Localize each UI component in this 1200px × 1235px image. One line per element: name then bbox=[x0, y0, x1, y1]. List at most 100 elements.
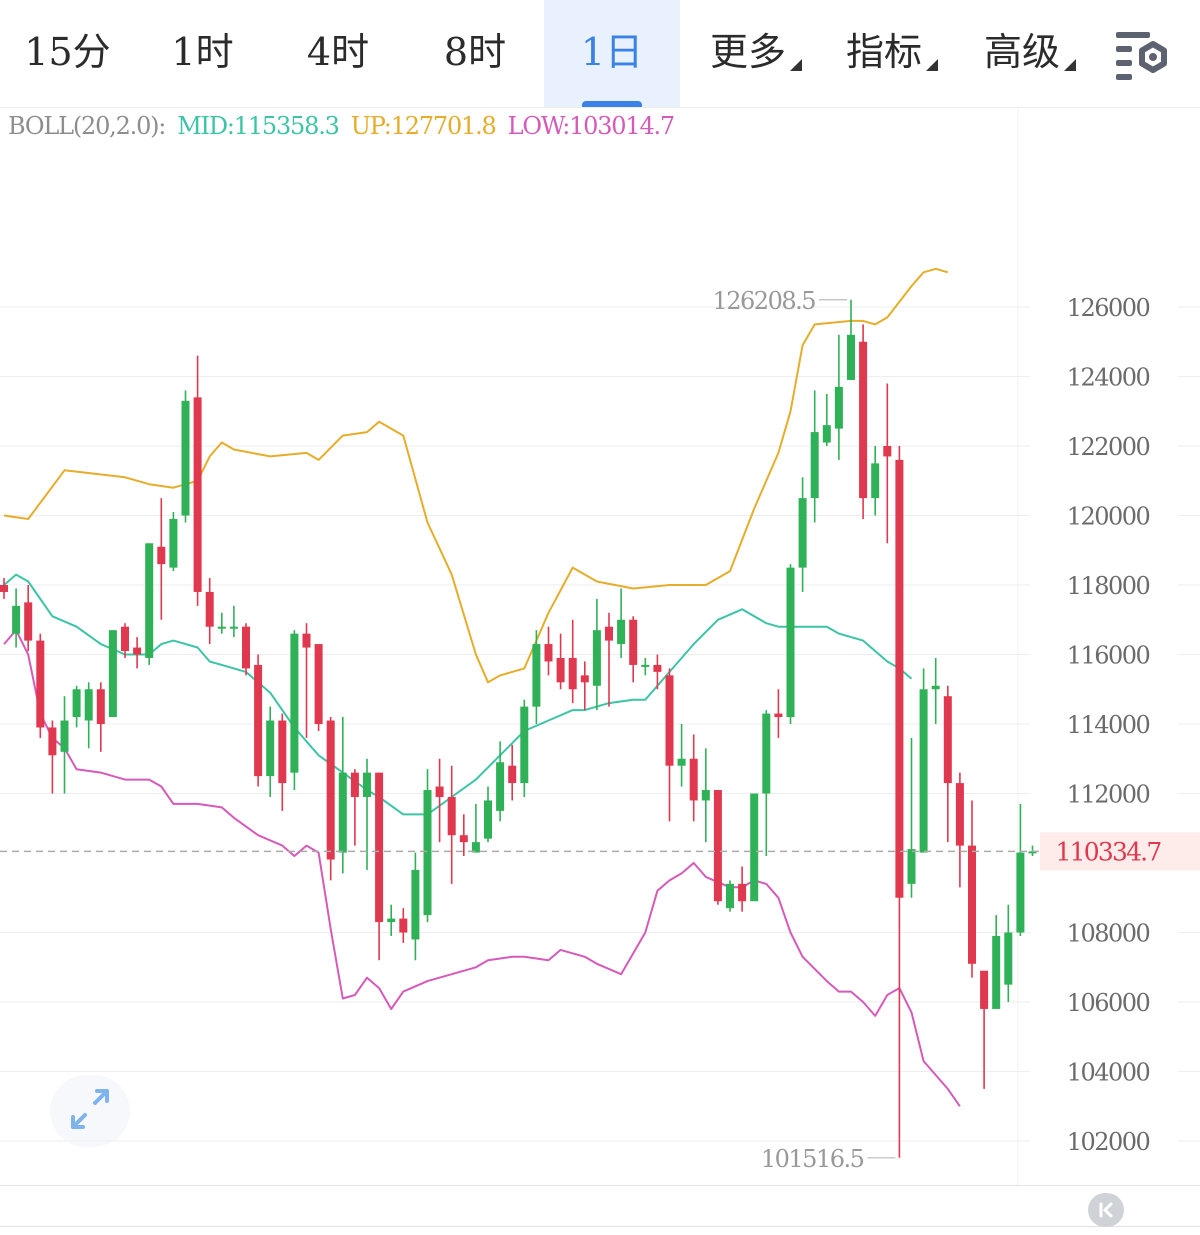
candle-body bbox=[72, 689, 81, 718]
candle bbox=[568, 619, 577, 704]
tab-4h[interactable]: 4时 bbox=[270, 0, 406, 107]
candle-body bbox=[157, 546, 166, 565]
candle bbox=[798, 477, 807, 592]
candle bbox=[496, 741, 505, 822]
candle-body bbox=[193, 397, 202, 592]
tab-15m[interactable]: 15分 bbox=[0, 0, 135, 107]
tab-1h[interactable]: 1时 bbox=[135, 0, 270, 107]
candle bbox=[689, 734, 698, 822]
candle-body bbox=[871, 463, 880, 499]
candle bbox=[653, 654, 662, 690]
chart-settings-icon[interactable] bbox=[1108, 24, 1172, 84]
expand-arrows-icon[interactable] bbox=[50, 1075, 130, 1147]
candlestick-chart[interactable]: 126000 124000 122000 120000 118000 116000 1140… bbox=[0, 107, 1200, 1187]
candle bbox=[968, 800, 976, 978]
candle-body bbox=[496, 762, 505, 811]
candle bbox=[677, 724, 686, 787]
tab-label: 4时 bbox=[306, 30, 370, 74]
candle bbox=[847, 299, 855, 380]
candle bbox=[363, 758, 371, 870]
candle bbox=[907, 737, 916, 898]
candle bbox=[375, 772, 384, 961]
candle-body bbox=[133, 647, 142, 655]
candle bbox=[266, 706, 275, 797]
candle bbox=[544, 626, 553, 676]
boll-up-value: UP:127701.8 bbox=[350, 112, 497, 140]
candle bbox=[96, 682, 105, 752]
candle bbox=[580, 661, 589, 711]
candle bbox=[133, 637, 142, 669]
candle bbox=[605, 612, 613, 707]
candle bbox=[1016, 803, 1025, 936]
candle-body bbox=[459, 835, 468, 843]
candle-body bbox=[423, 790, 432, 916]
candle-body bbox=[665, 675, 674, 766]
y-tick-label: 112000 bbox=[1067, 781, 1150, 809]
x-axis-line bbox=[0, 1185, 1200, 1186]
candle bbox=[229, 605, 238, 638]
dropdown-corner-icon bbox=[790, 59, 802, 71]
candle-body bbox=[532, 644, 541, 707]
candle-body bbox=[217, 626, 226, 629]
boll-lower-band bbox=[3, 629, 961, 1107]
candle-body bbox=[689, 758, 698, 801]
tab-label: 高级 bbox=[983, 30, 1060, 74]
tab-advanced[interactable]: 高级 bbox=[964, 0, 1096, 107]
candle bbox=[157, 498, 166, 620]
candle-body bbox=[992, 935, 1001, 1009]
candle-body bbox=[822, 425, 831, 443]
candle-body bbox=[580, 675, 589, 683]
tab-label: 15分 bbox=[24, 30, 111, 74]
candle bbox=[895, 446, 904, 1158]
candle bbox=[314, 644, 323, 731]
candle-body bbox=[48, 727, 57, 756]
candle-body bbox=[762, 713, 771, 794]
candle-body bbox=[302, 633, 311, 648]
boll-mid-value: MID:115358.3 bbox=[177, 112, 340, 140]
candle bbox=[931, 657, 940, 724]
candle-body bbox=[605, 626, 613, 641]
candle-body bbox=[121, 626, 129, 652]
candle bbox=[617, 588, 626, 658]
candle bbox=[786, 564, 795, 724]
candle-body bbox=[84, 689, 93, 721]
candle-body bbox=[931, 685, 940, 690]
candle-body bbox=[254, 664, 263, 777]
candle bbox=[665, 668, 674, 822]
candle bbox=[508, 744, 517, 801]
candle bbox=[254, 654, 263, 787]
candle-body bbox=[0, 585, 8, 592]
candle-body bbox=[278, 720, 287, 784]
candle bbox=[145, 543, 154, 665]
tab-1d[interactable]: 1日 bbox=[544, 0, 680, 107]
tab-label: 更多 bbox=[709, 30, 786, 74]
candle-body bbox=[738, 883, 747, 902]
candle bbox=[762, 710, 771, 857]
tab-8h[interactable]: 8时 bbox=[406, 0, 544, 107]
boll-upper-band bbox=[3, 267, 949, 684]
candle bbox=[36, 633, 45, 738]
dropdown-corner-icon bbox=[926, 59, 938, 71]
candle bbox=[387, 904, 396, 936]
candle bbox=[326, 717, 335, 881]
candle bbox=[193, 355, 202, 606]
y-tick-label: 120000 bbox=[1067, 503, 1150, 531]
period-high-label: 126208.5 bbox=[712, 287, 815, 315]
candle-body bbox=[399, 918, 408, 933]
current-price-label: 110334.7 bbox=[1056, 837, 1162, 866]
candle-body bbox=[980, 970, 989, 1009]
candle-body bbox=[375, 772, 384, 923]
candle bbox=[629, 616, 638, 683]
candle bbox=[278, 713, 287, 811]
tab-more[interactable]: 更多 bbox=[690, 0, 822, 107]
candle bbox=[980, 970, 989, 1089]
scroll-to-latest-icon[interactable] bbox=[1088, 1193, 1124, 1227]
candle-body bbox=[484, 800, 492, 839]
candle-body bbox=[266, 720, 275, 777]
candle bbox=[592, 598, 601, 711]
candle bbox=[290, 630, 299, 791]
candle-body bbox=[387, 918, 396, 923]
candle bbox=[955, 772, 964, 888]
y-tick-label: 102000 bbox=[1067, 1128, 1150, 1156]
tab-indicators[interactable]: 指标 bbox=[826, 0, 958, 107]
